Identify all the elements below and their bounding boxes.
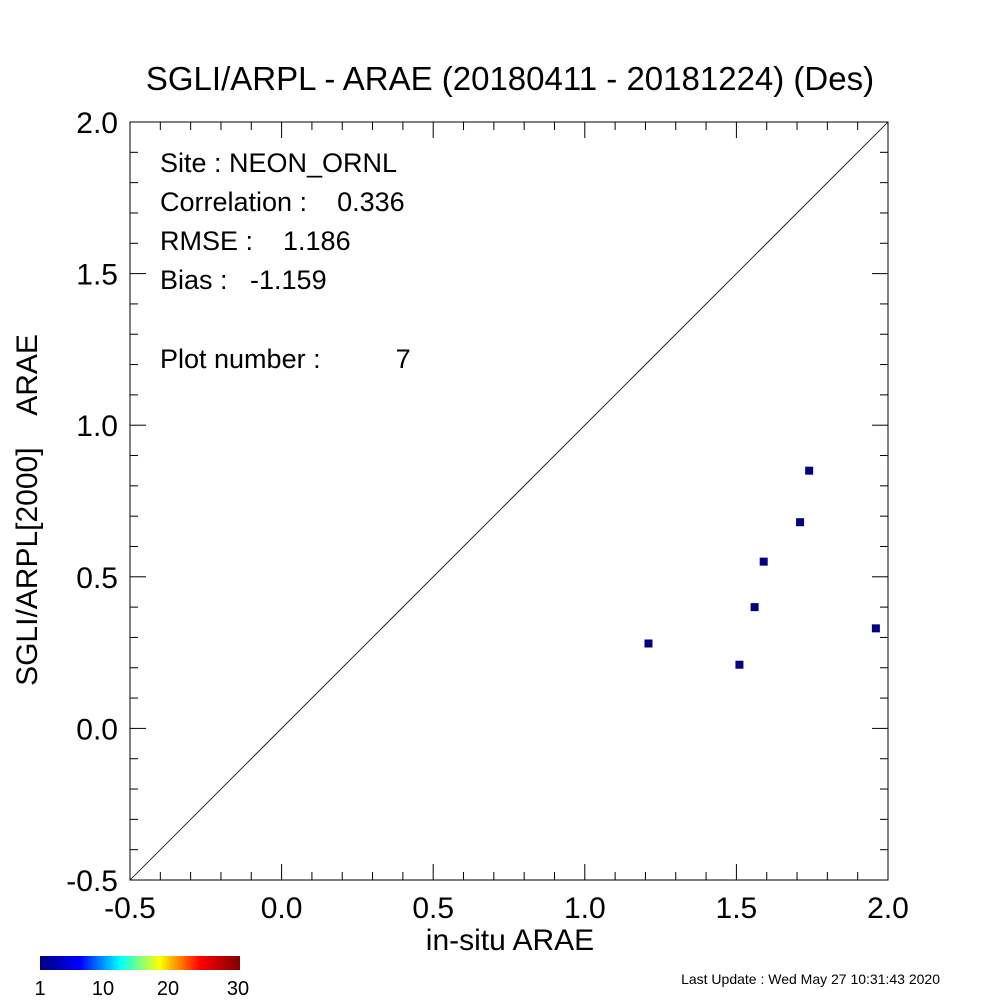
stats-annotation: RMSE : 1.186 (160, 226, 351, 256)
data-points (644, 466, 880, 669)
stats-annotation: Bias : -1.159 (160, 265, 327, 295)
data-point (796, 518, 805, 527)
x-tick-label: 1.5 (716, 892, 758, 925)
y-tick-label: 0.5 (76, 562, 118, 595)
x-tick-label: -0.5 (104, 892, 156, 925)
x-tick-label: 2.0 (867, 892, 909, 925)
stats-annotations: Site : NEON_ORNL Correlation : 0.336 RMSE … (160, 148, 411, 374)
data-point (750, 603, 759, 612)
last-update-text: Last Update : Wed May 27 10:31:43 2020 (681, 971, 940, 987)
stats-annotation: Site : NEON_ORNL (160, 148, 397, 178)
colorbar (40, 956, 240, 970)
data-point (759, 557, 768, 566)
colorbar-tick-label: 20 (157, 978, 179, 1000)
data-point (644, 639, 653, 648)
x-tick-label: 0.0 (261, 892, 303, 925)
y-tick-labels: -0.5 0.0 0.5 1.0 1.5 2.0 (66, 107, 118, 898)
y-tick-label: 1.0 (76, 410, 118, 443)
x-tick-label: 1.0 (564, 892, 606, 925)
y-tick-label: 2.0 (76, 107, 118, 140)
x-tick-labels: -0.5 0.0 0.5 1.0 1.5 2.0 (104, 892, 909, 925)
axis-ticks (129, 121, 889, 881)
one-to-one-line (129, 121, 889, 881)
y-tick-label: 0.0 (76, 713, 118, 746)
data-point (805, 466, 814, 475)
y-tick-label: -0.5 (66, 865, 118, 898)
colorbar-tick-label: 30 (227, 978, 249, 1000)
x-tick-label: 0.5 (412, 892, 454, 925)
y-axis-label: SGLI/ARPL[2000] ARAE (11, 334, 44, 686)
colorbar-tick-label: 10 (92, 978, 114, 1000)
stats-annotation: Plot number : 7 (160, 344, 411, 374)
data-point (871, 624, 880, 633)
colorbar-tick-labels: 1 10 20 30 (34, 978, 249, 1000)
data-point (735, 660, 744, 669)
y-tick-label: 1.5 (76, 259, 118, 292)
stats-annotation: Correlation : 0.336 (160, 187, 405, 217)
plot-frame (129, 121, 889, 881)
x-axis-label: in-situ ARAE (426, 924, 594, 957)
colorbar-tick-label: 1 (34, 978, 45, 1000)
chart-title: SGLI/ARPL - ARAE (20180411 - 20181224) (… (146, 60, 874, 97)
